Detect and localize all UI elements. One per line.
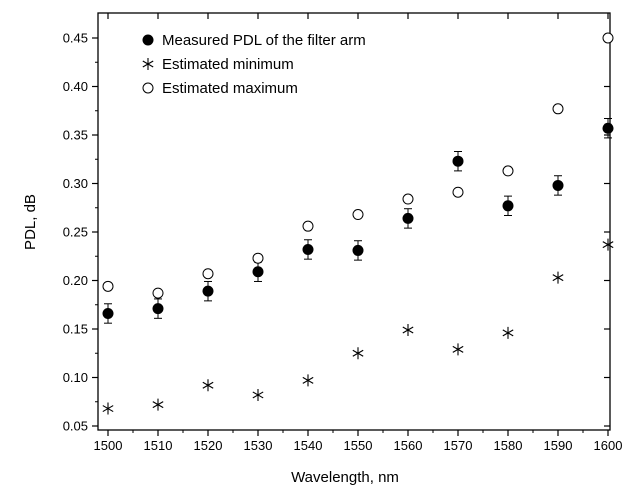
point-estimated-maximum — [352, 209, 364, 221]
point-measured — [402, 212, 414, 224]
x-tick-label: 1500 — [94, 438, 123, 453]
legend-item-maximum: Estimated maximum — [142, 80, 298, 97]
point-measured — [552, 179, 564, 191]
point-estimated-minimum — [152, 398, 164, 411]
legend-marker-asterisk — [142, 58, 154, 70]
point-measured — [502, 200, 514, 212]
point-estimated-maximum — [452, 186, 464, 198]
point-measured — [352, 244, 364, 256]
point-measured — [602, 122, 614, 134]
point-estimated-maximum — [252, 252, 264, 264]
point-measured — [152, 303, 164, 315]
x-tick-label: 1540 — [294, 438, 323, 453]
legend-item-minimum: Estimated minimum — [142, 56, 294, 73]
x-axis-title: Wavelength, nm — [291, 469, 399, 486]
y-tick-label: 0.40 — [63, 79, 88, 94]
point-estimated-minimum — [302, 374, 314, 387]
y-tick-label: 0.10 — [63, 370, 88, 385]
point-estimated-maximum — [602, 32, 614, 44]
point-measured — [102, 307, 114, 319]
point-estimated-minimum — [202, 379, 214, 392]
y-tick-label: 0.30 — [63, 176, 88, 191]
x-tick-label: 1600 — [594, 438, 623, 453]
axes: 1500 1510 1520 1530 1540 1550 1560 1570 1580 1590… — [63, 13, 623, 453]
point-estimated-maximum — [402, 193, 414, 205]
point-estimated-minimum — [402, 323, 414, 336]
point-estimated-minimum — [502, 326, 514, 339]
point-estimated-maximum — [102, 280, 114, 292]
point-estimated-minimum — [452, 343, 464, 356]
point-measured — [302, 243, 314, 255]
legend-label-maximum: Estimated maximum — [162, 80, 298, 97]
point-estimated-maximum — [202, 268, 214, 280]
legend-label-measured: Measured PDL of the filter arm — [162, 32, 366, 49]
x-tick-label: 1590 — [544, 438, 573, 453]
legend: Measured PDL of the filter arm Estimated… — [142, 32, 366, 97]
point-measured — [252, 266, 264, 278]
point-estimated-minimum — [602, 238, 614, 251]
data-marks — [102, 32, 614, 415]
point-measured — [452, 155, 464, 167]
y-tick-label: 0.15 — [63, 322, 88, 337]
legend-marker-filled-circle — [142, 34, 154, 46]
point-estimated-maximum — [302, 220, 314, 232]
point-estimated-minimum — [102, 402, 114, 415]
plot-area — [97, 12, 611, 431]
y-tick-label: 0.20 — [63, 273, 88, 288]
x-tick-label: 1520 — [194, 438, 223, 453]
y-axis-title: PDL, dB — [22, 194, 39, 250]
x-tick-label: 1560 — [394, 438, 423, 453]
point-estimated-maximum — [552, 103, 564, 115]
legend-label-minimum: Estimated minimum — [162, 56, 294, 73]
x-tick-label: 1550 — [344, 438, 373, 453]
y-tick-label: 0.05 — [63, 419, 88, 434]
y-tick-label: 0.45 — [63, 31, 88, 46]
point-estimated-maximum — [502, 165, 514, 177]
legend-marker-open-circle — [142, 82, 154, 94]
x-tick-label: 1530 — [244, 438, 273, 453]
point-estimated-maximum — [152, 287, 164, 299]
point-estimated-minimum — [352, 347, 364, 360]
x-tick-label: 1570 — [444, 438, 473, 453]
x-tick-label: 1510 — [144, 438, 173, 453]
point-estimated-minimum — [252, 388, 264, 401]
y-tick-label: 0.35 — [63, 128, 88, 143]
point-measured — [202, 285, 214, 297]
x-tick-label: 1580 — [494, 438, 523, 453]
legend-item-measured: Measured PDL of the filter arm — [142, 32, 366, 49]
y-tick-label: 0.25 — [63, 225, 88, 240]
point-estimated-minimum — [552, 271, 564, 284]
